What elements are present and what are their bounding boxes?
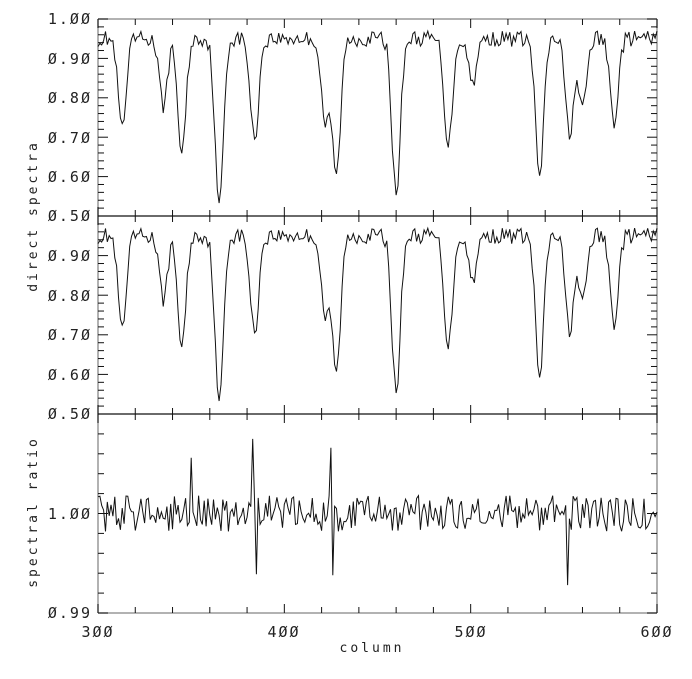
minor-ticks bbox=[97, 18, 658, 614]
mid-ytick-5: Ø.6Ø bbox=[48, 366, 92, 384]
top-ytick-6: Ø.5Ø bbox=[48, 207, 92, 225]
middle-panel-series bbox=[97, 226, 658, 402]
bot-ytick-2: 1.ØØ bbox=[48, 505, 92, 523]
xtick-500: 5ØØ bbox=[454, 623, 487, 641]
top-ytick-1: 1.ØØ bbox=[48, 10, 92, 28]
bottom-panel-series bbox=[97, 438, 658, 586]
top-ytick-4: Ø.7Ø bbox=[48, 129, 92, 147]
top-panel-series bbox=[97, 29, 658, 204]
xtick-400: 4ØØ bbox=[267, 623, 300, 641]
top-ytick-3: Ø.8Ø bbox=[48, 89, 92, 107]
top-ytick-2: Ø.9Ø bbox=[48, 50, 92, 68]
top-ytick-5: Ø.6Ø bbox=[48, 168, 92, 186]
plot-frames bbox=[97, 18, 658, 614]
xtick-300: 3ØØ bbox=[81, 623, 114, 641]
y-axis-title-direct: direct spectra bbox=[26, 140, 41, 292]
xtick-600: 6ØØ bbox=[640, 623, 673, 641]
bot-ytick-3: Ø.99 bbox=[48, 604, 92, 622]
mid-ytick-4: Ø.7Ø bbox=[48, 326, 92, 344]
mid-ytick-6: Ø.5Ø bbox=[48, 405, 92, 423]
mid-ytick-2: Ø.9Ø bbox=[48, 247, 92, 265]
y-axis-title-ratio: spectral ratio bbox=[26, 436, 41, 588]
x-axis-title: column bbox=[340, 641, 405, 656]
mid-ytick-3: Ø.8Ø bbox=[48, 287, 92, 305]
